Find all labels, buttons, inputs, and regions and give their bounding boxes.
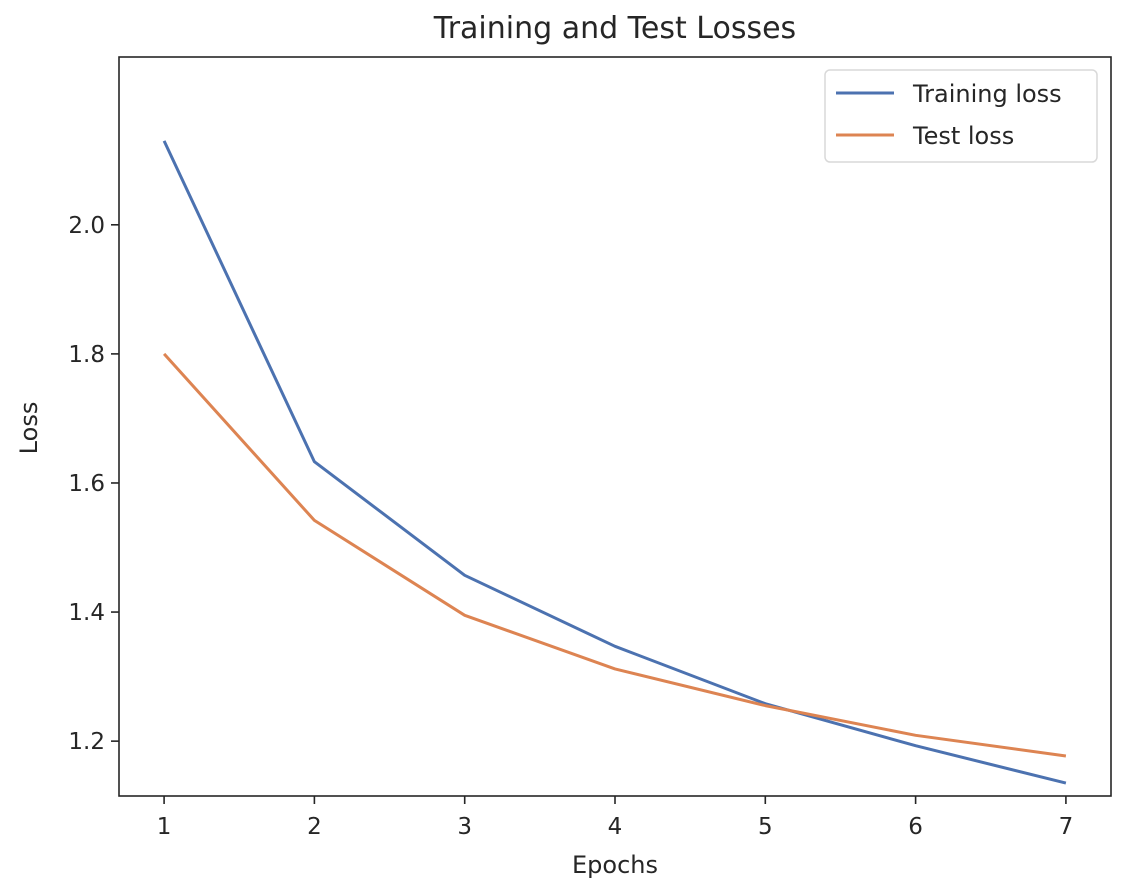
x-tick-label: 2	[307, 814, 322, 840]
x-axis: 1 2 3 4 5 6 7	[157, 796, 1073, 840]
x-tick-label: 1	[157, 814, 172, 840]
x-tick-label: 4	[608, 814, 623, 840]
series-line-training-loss	[162, 140, 1067, 785]
y-tick-label: 1.2	[68, 729, 105, 755]
y-axis-label: Loss	[15, 402, 43, 455]
series-lines	[162, 140, 1067, 785]
y-tick-label: 1.4	[68, 600, 105, 626]
x-axis-label: Epochs	[572, 851, 658, 879]
plot-area	[118, 56, 1112, 797]
x-tick-label: 7	[1059, 814, 1074, 840]
plot-frame	[118, 56, 1112, 797]
x-tick-label: 6	[908, 814, 923, 840]
legend-label: Test loss	[912, 122, 1014, 150]
legend-label: Training loss	[912, 80, 1062, 108]
x-tick-label: 5	[758, 814, 773, 840]
y-tick-label: 2.0	[68, 213, 105, 239]
y-axis: 1.2 1.4 1.6 1.8 2.0	[68, 213, 119, 755]
legend: Training loss Test loss	[824, 69, 1098, 163]
y-tick-label: 1.8	[68, 342, 105, 368]
chart-title: Training and Test Losses	[433, 11, 796, 46]
x-tick-label: 3	[457, 814, 472, 840]
series-line-test-loss	[162, 352, 1067, 758]
y-tick-label: 1.6	[68, 471, 105, 497]
